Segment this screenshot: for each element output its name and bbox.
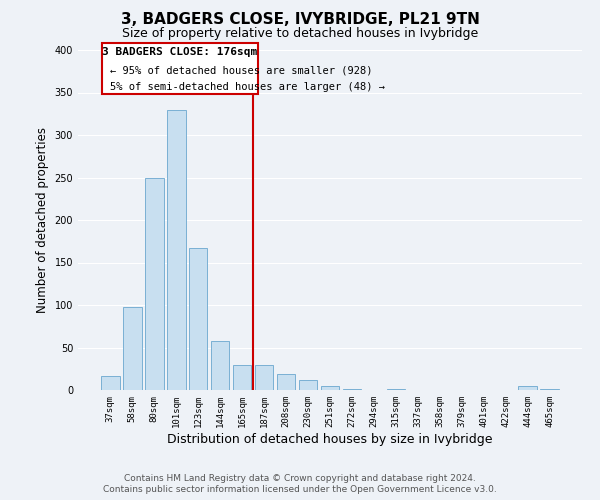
Bar: [255, 364, 274, 390]
Bar: [386, 389, 405, 390]
Bar: [277, 374, 295, 390]
Y-axis label: Number of detached properties: Number of detached properties: [36, 127, 49, 313]
Text: ← 95% of detached houses are smaller (928): ← 95% of detached houses are smaller (92…: [110, 66, 372, 76]
Text: 5% of semi-detached houses are larger (48) →: 5% of semi-detached houses are larger (4…: [110, 82, 385, 92]
Bar: [123, 306, 142, 390]
Bar: [101, 376, 119, 390]
Text: Size of property relative to detached houses in Ivybridge: Size of property relative to detached ho…: [122, 28, 478, 40]
Bar: [299, 380, 317, 390]
Bar: [518, 386, 537, 390]
Bar: [189, 248, 208, 390]
Bar: [343, 389, 361, 390]
Bar: [145, 178, 164, 390]
Text: 3, BADGERS CLOSE, IVYBRIDGE, PL21 9TN: 3, BADGERS CLOSE, IVYBRIDGE, PL21 9TN: [121, 12, 479, 28]
FancyBboxPatch shape: [102, 43, 258, 94]
Bar: [233, 364, 251, 390]
Bar: [211, 340, 229, 390]
Bar: [320, 386, 340, 390]
X-axis label: Distribution of detached houses by size in Ivybridge: Distribution of detached houses by size …: [167, 432, 493, 446]
Bar: [167, 110, 185, 390]
Bar: [541, 389, 559, 390]
Text: 3 BADGERS CLOSE: 176sqm: 3 BADGERS CLOSE: 176sqm: [103, 48, 257, 58]
Text: Contains HM Land Registry data © Crown copyright and database right 2024.
Contai: Contains HM Land Registry data © Crown c…: [103, 474, 497, 494]
